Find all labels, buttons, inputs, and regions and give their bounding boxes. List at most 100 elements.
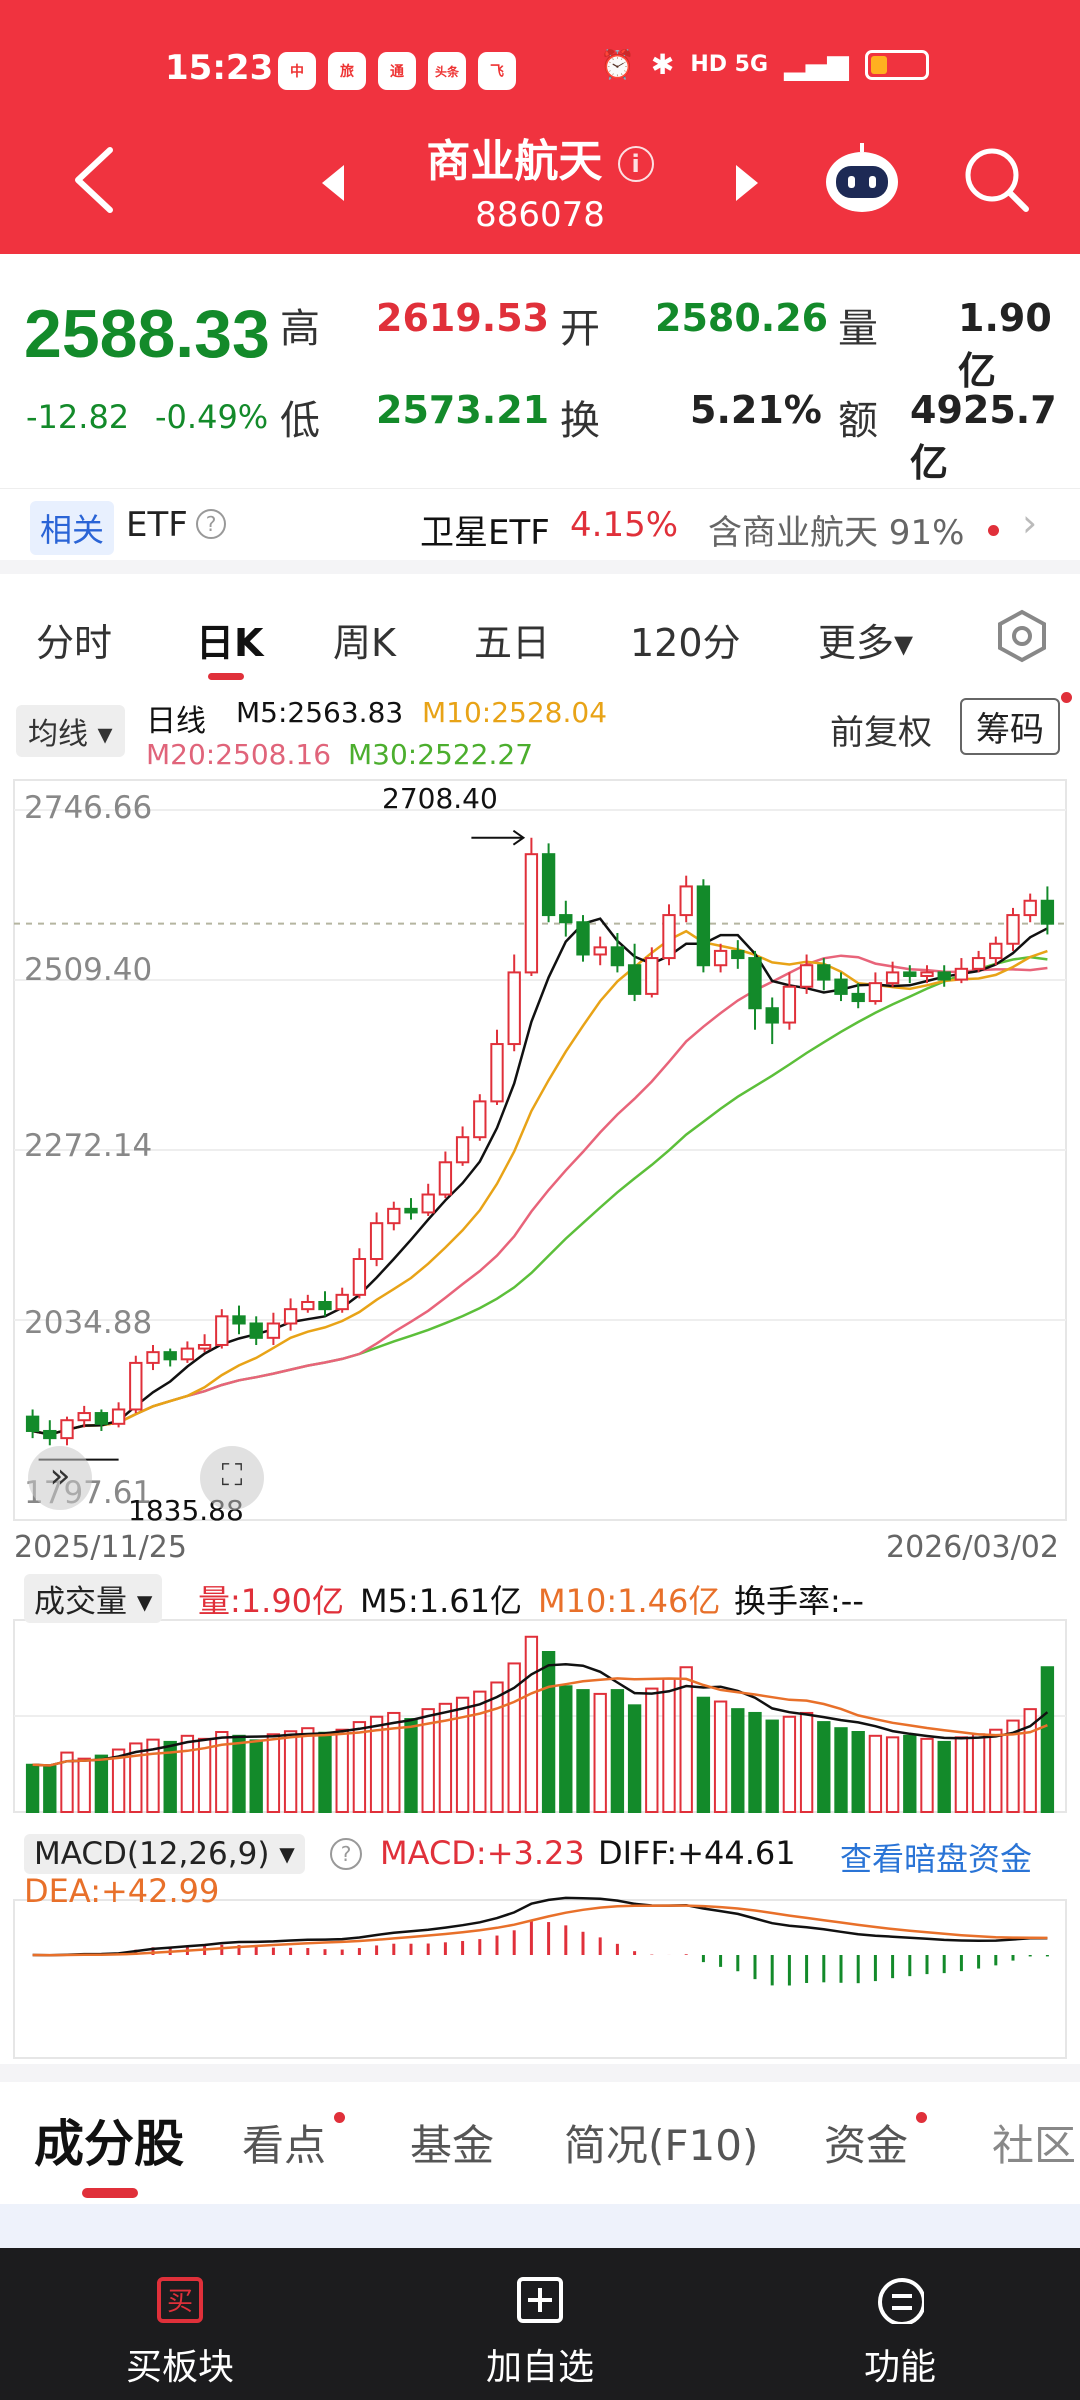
active-tab-indicator [208, 673, 244, 680]
volume-bar-up [421, 1708, 435, 1814]
ma20-line [32, 954, 1048, 1436]
macd-frame [13, 1899, 1067, 2059]
tab-120-min[interactable]: 120分 [630, 621, 741, 665]
volume-dropdown[interactable]: 成交量 ▾ [24, 1574, 163, 1623]
fullscreen-icon[interactable]: ⛶ [200, 1446, 264, 1510]
back-arrow-icon[interactable] [70, 145, 120, 215]
tab-capital[interactable]: 资金 [824, 2121, 909, 2170]
turnover-label: 换 [560, 398, 600, 444]
red-dot-indicator [988, 525, 999, 536]
candle-down [610, 946, 625, 967]
volume-bar-down [834, 1727, 848, 1813]
volume-bar-up [490, 1681, 504, 1813]
tab-constituents[interactable]: 成分股 [34, 2115, 184, 2173]
tab-profile[interactable]: 简况(F10) [564, 2121, 759, 2170]
help-icon[interactable]: ? [196, 509, 226, 539]
candle-up [490, 1043, 504, 1103]
volume-bar-down [748, 1711, 762, 1814]
tab-more[interactable]: 更多▾ [818, 621, 914, 665]
add-watchlist-label: 加自选 [485, 2347, 594, 2388]
candle-down [404, 1207, 418, 1214]
kline-chart[interactable] [0, 690, 1080, 2060]
volume-bar-up [989, 1728, 1003, 1813]
candle-up [782, 985, 797, 1024]
candle-down [627, 964, 642, 995]
robot-assistant-icon[interactable] [822, 140, 902, 216]
volume-bar-down [817, 1721, 831, 1813]
tab-weekly-k[interactable]: 周K [333, 621, 396, 665]
volume-bar-down [627, 1704, 642, 1813]
diff-line [32, 1896, 1048, 1957]
info-icon[interactable]: i [617, 146, 654, 182]
volume-bar-up [438, 1702, 453, 1813]
status-app-icons: 中 旅 通 头条 飞 [278, 52, 516, 90]
alarm-icon: ⏰ [600, 48, 635, 81]
tab-five-day[interactable]: 五日 [474, 621, 551, 665]
etf-name: 卫星ETF [420, 513, 550, 553]
candle-up [197, 1343, 212, 1350]
prev-triangle-icon[interactable] [318, 163, 348, 203]
open-label: 开 [560, 306, 600, 352]
volume-bar-up [301, 1727, 315, 1813]
volume-bar-up [971, 1733, 986, 1814]
etf-contains: 含商业航天 91% [708, 513, 965, 553]
low-value: 2573.21 [376, 388, 550, 432]
volume-bar-up [387, 1711, 401, 1814]
y-tick-label: 2509.40 [24, 952, 153, 988]
tab-highlights[interactable]: 看点 [242, 2121, 327, 2170]
high-value: 2619.53 [376, 296, 550, 340]
volume-bar-down [765, 1719, 779, 1813]
low-label: 低 [280, 398, 320, 444]
candle-up [111, 1408, 126, 1425]
candle-up [524, 853, 539, 974]
ma-dropdown[interactable]: 均线 ▾ [16, 705, 125, 757]
add-watchlist-button[interactable]: 加自选 [360, 2248, 720, 2400]
dark-pool-link[interactable]: 查看暗盘资金 [840, 1840, 1033, 1878]
volume-bar-up [885, 1736, 900, 1814]
price-change-pct: -0.49% [155, 398, 269, 436]
adjust-mode[interactable]: 前复权 [830, 713, 932, 753]
y-tick-label: 2272.14 [24, 1128, 153, 1164]
volume-bar-up [266, 1733, 281, 1814]
volume-today: 量:1.90亿 [198, 1582, 345, 1620]
volume-bar-down [610, 1689, 625, 1813]
candle-up [713, 949, 728, 967]
y-tick-label: 2034.88 [24, 1305, 153, 1341]
ma-kind: 日线 [146, 704, 206, 739]
ma30-line [32, 955, 1048, 1436]
candle-down [696, 885, 711, 967]
macd-dropdown[interactable]: MACD(12,26,9) ▾ [24, 1834, 305, 1874]
buy-sector-button[interactable]: 买 买板块 [0, 2248, 360, 2400]
candle-down [559, 914, 573, 924]
expand-left-icon[interactable]: » [28, 1446, 92, 1510]
candle-up [645, 957, 659, 995]
volume-bar-up [799, 1711, 814, 1814]
current-price: 2588.33 [24, 296, 270, 372]
volume-ma5-line [32, 1662, 1049, 1767]
volume-bar-up [111, 1748, 126, 1813]
settings-hex-icon[interactable] [994, 608, 1050, 664]
candle-up [593, 946, 607, 956]
candle-down [834, 978, 848, 995]
tab-intraday[interactable]: 分时 [36, 621, 113, 665]
candle-down [903, 971, 917, 977]
red-dot-indicator [1061, 692, 1072, 703]
tab-community[interactable]: 社区 [992, 2121, 1077, 2170]
dea-value: DEA:+42.99 [24, 1872, 220, 1910]
search-icon[interactable] [962, 145, 1032, 215]
etf-bar[interactable]: 相关 ETF ? 卫星ETF 4.15% 含商业航天 91% › [0, 488, 1080, 574]
help-icon[interactable]: ? [330, 1838, 362, 1870]
candle-up [335, 1293, 349, 1311]
app-icon: 旅 [328, 52, 366, 90]
volume-bar-down [404, 1718, 418, 1813]
function-button[interactable]: 功能 [720, 2248, 1080, 2400]
candle-up [146, 1351, 160, 1364]
tab-fund[interactable]: 基金 [410, 2121, 495, 2170]
ma10-label: M10:2528.04 [422, 696, 608, 729]
candle-up [60, 1419, 74, 1440]
volume-bar-up [352, 1721, 367, 1813]
chevron-right-icon[interactable]: › [1022, 501, 1038, 545]
next-triangle-icon[interactable] [732, 163, 762, 203]
tab-daily-k[interactable]: 日K [196, 621, 264, 665]
chip-button[interactable]: 筹码 [960, 698, 1060, 755]
